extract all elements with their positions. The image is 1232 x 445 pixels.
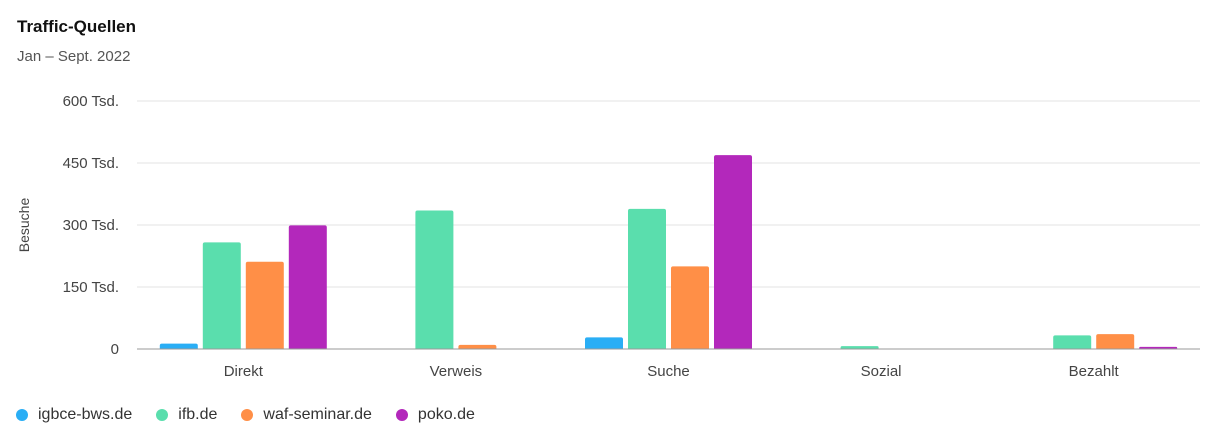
legend-label: waf-seminar.de [263,406,372,423]
bar [1096,334,1135,349]
legend-item[interactable]: ifb.de [156,406,217,424]
legend-item[interactable]: igbce-bws.de [16,406,132,424]
bar [288,225,327,349]
legend-dot-icon [16,409,28,421]
legend-item[interactable]: waf-seminar.de [241,406,372,424]
chart-subtitle: Jan – Sept. 2022 [17,48,131,65]
y-tick-label: 0 [111,341,119,358]
bar [585,337,623,349]
bar [714,155,752,349]
chart-title: Traffic-Quellen [17,17,137,36]
legend-dot-icon [241,409,254,421]
y-tick-label: 150 Tsd. [63,279,119,296]
legend: igbce-bws.de ifb.de waf-seminar.de poko.de [16,406,499,424]
bar [159,343,198,349]
legend-label: igbce-bws.de [38,406,133,423]
x-tick-label: Sozial [861,363,902,380]
x-tick-label: Verweis [430,363,483,380]
legend-item[interactable]: poko.de [395,406,475,424]
bar [415,210,454,349]
y-tick-label: 600 Tsd. [63,93,119,110]
bar [245,261,284,349]
bar [840,346,879,349]
legend-label: poko.de [417,406,475,423]
legend-label: ifb.de [178,406,218,423]
y-tick-label: 450 Tsd. [63,155,119,172]
y-axis-label: Besuche [16,198,32,253]
bar [628,208,666,349]
bar [671,266,709,349]
bar [1053,335,1092,349]
legend-dot-icon [156,409,169,421]
bar [1139,346,1178,349]
legend-dot-icon [395,409,408,421]
x-tick-label: Direkt [224,363,264,380]
x-tick-label: Suche [647,363,690,380]
bar [458,344,497,349]
x-tick-label: Bezahlt [1069,363,1120,380]
bar-chart: 0 150 Tsd. 300 Tsd. 450 Tsd. 600 Tsd. Besuche… [16,93,1200,380]
bar [202,242,241,349]
y-tick-label: 300 Tsd. [63,217,119,234]
